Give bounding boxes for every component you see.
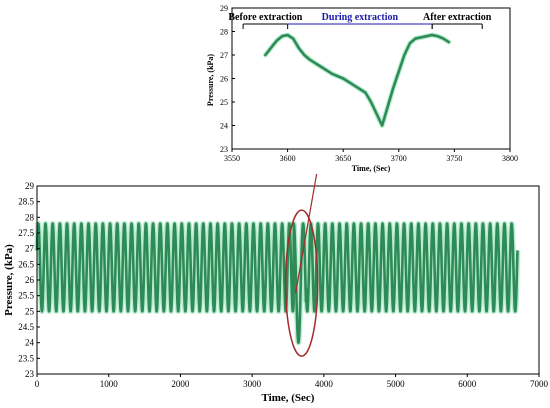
main-y-tick-label: 28 xyxy=(25,212,35,222)
main-y-tick-label: 29 xyxy=(25,181,35,191)
inset-y-tick-label: 29 xyxy=(220,4,228,13)
main-y-tick-label: 27.5 xyxy=(18,228,34,238)
main-x-tick-label: 0 xyxy=(35,379,40,389)
phase-label: During extraction xyxy=(322,12,399,23)
inset-x-axis-title: Time, (Sec) xyxy=(352,164,391,173)
main-y-tick-label: 25.5 xyxy=(18,291,34,301)
phase-annotations: Before extraction During extraction After … xyxy=(228,12,492,29)
main-y-tick-label: 27 xyxy=(25,244,35,254)
main-pressure-series xyxy=(34,220,521,346)
main-y-tick-label: 25 xyxy=(25,306,35,316)
inset-y-axis: 23 24 25 26 27 28 29 xyxy=(220,4,235,154)
inset-y-tick-label: 24 xyxy=(220,122,228,131)
main-x-tick-label: 5000 xyxy=(387,379,406,389)
inset-x-tick-label: 3550 xyxy=(224,154,240,163)
phase-label: After extraction xyxy=(423,12,492,23)
inset-series-line xyxy=(264,33,451,127)
main-x-tick-label: 6000 xyxy=(458,379,477,389)
inset-y-tick-label: 27 xyxy=(220,51,228,60)
inset-chart: 3550 3600 3650 3700 3750 3800 23242526272829 … xyxy=(206,2,538,174)
inset-x-tick-label: 3750 xyxy=(446,154,462,163)
main-y-tick-label: 26.5 xyxy=(18,259,34,269)
main-y-tick-label: 26 xyxy=(25,275,35,285)
phase-label: Before extraction xyxy=(228,12,302,23)
main-x-axis: 0 1000 2000 3000 4000 5000 6000 7000 xyxy=(35,374,549,389)
main-y-tick-label: 24.5 xyxy=(18,322,34,332)
main-chart: 0 1000 2000 3000 4000 5000 6000 7000 23 23.5 24 24… xyxy=(3,103,549,404)
main-y-tick-label: 23.5 xyxy=(18,353,34,363)
main-x-tick-label: 2000 xyxy=(171,379,190,389)
inset-x-tick-label: 3700 xyxy=(391,154,407,163)
main-y-tick-label: 23 xyxy=(25,369,35,379)
inset-y-axis-title: Pressure, (kPa) xyxy=(206,54,215,106)
main-x-tick-label: 4000 xyxy=(315,379,334,389)
main-x-axis-title: Time, (Sec) xyxy=(262,392,315,404)
inset-x-tick-label: 3800 xyxy=(502,154,518,163)
inset-pressure-series xyxy=(262,32,452,128)
inset-background xyxy=(224,2,538,174)
inset-y-tick-label: 23 xyxy=(220,145,228,154)
inset-x-axis: 3550 3600 3650 3700 3750 3800 xyxy=(224,149,518,163)
main-series-line xyxy=(35,222,519,344)
inset-y-tick-label: 28 xyxy=(220,28,228,37)
main-x-tick-label: 1000 xyxy=(100,379,119,389)
main-y-tick-label: 24 xyxy=(25,338,35,348)
main-x-tick-label: 3000 xyxy=(243,379,262,389)
main-y-tick-label: 28.5 xyxy=(18,197,34,207)
inset-y-tick-label: 26 xyxy=(220,75,228,84)
highlight-ellipse xyxy=(284,209,319,357)
inset-y-tick-label: 25 xyxy=(220,98,228,107)
main-y-axis: 23 23.5 24 24.5 25 25.5 26 26.5 27 27.5 28 28.5 29 xyxy=(18,181,40,379)
main-x-tick-label: 7000 xyxy=(530,379,549,389)
inset-x-tick-label: 3650 xyxy=(335,154,351,163)
main-y-axis-title: Pressure, (kPa) xyxy=(3,244,15,316)
inset-x-tick-label: 3600 xyxy=(280,154,296,163)
